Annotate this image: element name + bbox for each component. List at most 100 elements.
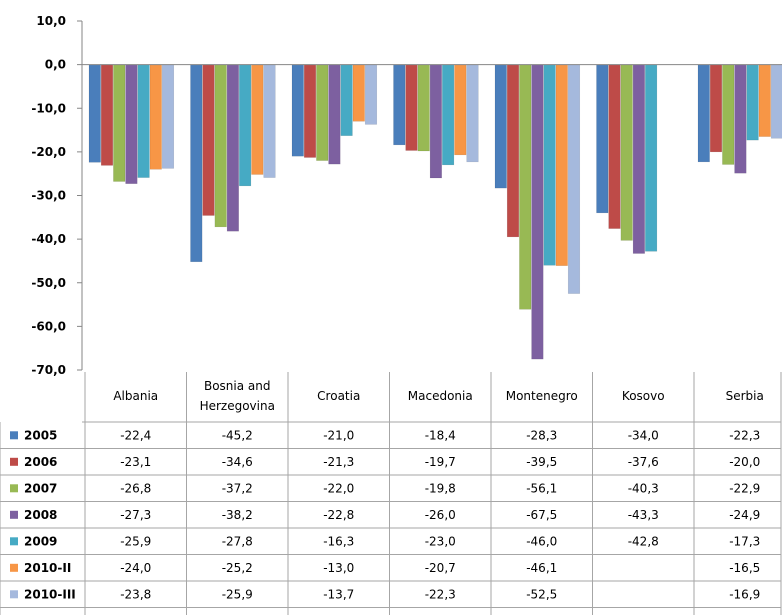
bar xyxy=(202,64,215,216)
data-table-value: -13,0 xyxy=(323,561,354,575)
bar xyxy=(328,64,341,165)
y-tick-label: -50,0 xyxy=(31,276,66,290)
x-category-label: Kosovo xyxy=(622,389,665,403)
legend-label: 2006 xyxy=(24,455,57,469)
bar xyxy=(405,64,418,151)
legend-key xyxy=(10,457,18,466)
legend-key xyxy=(10,510,18,519)
data-table-value: -37,6 xyxy=(628,455,659,469)
data-table-value: -34,6 xyxy=(222,455,253,469)
y-tick-label: 0,0 xyxy=(45,58,66,72)
data-table-value: -37,2 xyxy=(222,481,253,495)
bar xyxy=(596,64,609,214)
data-table-value: -24,9 xyxy=(729,508,760,522)
bar xyxy=(417,64,430,152)
bar xyxy=(214,64,227,228)
bar xyxy=(88,64,101,163)
data-table-value: -23,0 xyxy=(425,534,456,548)
bar xyxy=(100,64,114,166)
legend-key xyxy=(10,431,18,440)
bar xyxy=(531,64,544,360)
bar xyxy=(190,64,203,263)
data-table-value: -22,8 xyxy=(323,508,354,522)
x-category-label: Herzegovina xyxy=(200,399,275,413)
bar xyxy=(645,64,658,252)
data-table-value: -52,5 xyxy=(526,587,557,601)
data-table-value: -16,5 xyxy=(729,561,760,575)
legend-key xyxy=(10,590,18,599)
y-tick-label: -20,0 xyxy=(31,145,66,159)
y-tick-label: -70,0 xyxy=(31,363,66,377)
bar xyxy=(746,64,759,141)
legend-label: 2009 xyxy=(24,534,57,548)
data-table-value: -20,0 xyxy=(729,455,760,469)
bar xyxy=(466,64,479,163)
data-table-value: -23,1 xyxy=(120,455,151,469)
bar xyxy=(770,64,782,139)
bar xyxy=(239,64,252,187)
x-category-label: Serbia xyxy=(726,389,764,403)
bar xyxy=(506,64,520,238)
y-tick-label: 10,0 xyxy=(36,14,66,28)
data-table-value: -39,5 xyxy=(526,455,557,469)
bar xyxy=(161,64,175,169)
legend-key xyxy=(10,537,18,546)
bar xyxy=(494,64,507,189)
bar xyxy=(709,64,723,153)
bar xyxy=(226,64,239,232)
data-table-value: -34,0 xyxy=(628,428,659,442)
data-table-value: -22,4 xyxy=(120,428,151,442)
data-table-value: -40,3 xyxy=(628,481,659,495)
bar xyxy=(543,64,556,266)
data-table-value: -28,3 xyxy=(526,428,557,442)
bar xyxy=(567,64,581,294)
bar xyxy=(251,64,264,175)
legend-key xyxy=(10,484,18,493)
bar xyxy=(125,64,138,184)
data-table-value: -38,2 xyxy=(222,508,253,522)
data-table-value: -19,8 xyxy=(425,481,456,495)
y-tick-label: -60,0 xyxy=(31,319,66,333)
data-table-value: -56,1 xyxy=(526,481,557,495)
bar xyxy=(442,64,455,166)
data-table-value: -13,7 xyxy=(323,587,354,601)
x-category-label: Albania xyxy=(113,389,158,403)
legend-label: 2007 xyxy=(24,481,57,495)
bar xyxy=(608,64,621,229)
data-table-value: -16,3 xyxy=(323,534,354,548)
bar xyxy=(149,64,162,170)
bar xyxy=(734,64,747,174)
legend-label: 2010-III xyxy=(24,587,76,601)
x-category-label: Bosnia and xyxy=(204,379,271,393)
data-table-value: -27,8 xyxy=(222,534,253,548)
bar xyxy=(263,64,276,178)
data-table-value: -27,3 xyxy=(120,508,151,522)
legend-key xyxy=(10,563,18,572)
data-table-value: -25,9 xyxy=(222,587,253,601)
legend-label: 2008 xyxy=(24,508,57,522)
bar xyxy=(519,64,532,310)
bar xyxy=(113,64,126,182)
data-table-value: -22,3 xyxy=(425,587,456,601)
data-table-value: -67,5 xyxy=(526,508,557,522)
data-table-value: -21,0 xyxy=(323,428,354,442)
x-category-label: Croatia xyxy=(317,389,360,403)
data-table-value: -22,0 xyxy=(323,481,354,495)
bar xyxy=(454,64,467,156)
bar xyxy=(555,64,568,266)
data-table-value: -46,1 xyxy=(526,561,557,575)
data-table-value: -43,3 xyxy=(628,508,659,522)
bar xyxy=(340,64,353,136)
bar xyxy=(316,64,329,161)
data-table-value: -19,7 xyxy=(425,455,456,469)
y-tick-label: -40,0 xyxy=(31,232,66,246)
data-table-value: -46,0 xyxy=(526,534,557,548)
y-tick-label: -30,0 xyxy=(31,189,66,203)
bar xyxy=(620,64,633,241)
data-table-value: -18,4 xyxy=(425,428,456,442)
data-table-value: -17,3 xyxy=(729,534,760,548)
bar xyxy=(632,64,645,254)
data-table-value: -23,8 xyxy=(120,587,151,601)
data-table-value: -25,9 xyxy=(120,534,151,548)
